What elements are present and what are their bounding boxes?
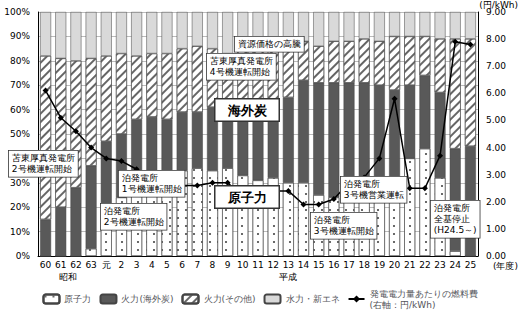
svg-text:16: 16 bbox=[328, 260, 340, 270]
svg-text:元: 元 bbox=[102, 260, 111, 270]
svg-text:8: 8 bbox=[210, 260, 216, 270]
svg-text:63: 63 bbox=[85, 260, 96, 270]
svg-text:泊発電所: 泊発電所 bbox=[122, 173, 158, 183]
svg-text:火力(海外炭): 火力(海外炭) bbox=[121, 294, 173, 304]
svg-text:9: 9 bbox=[225, 260, 231, 270]
svg-text:水力・新エネ: 水力・新エネ bbox=[286, 294, 340, 304]
svg-text:21: 21 bbox=[404, 260, 415, 270]
svg-text:23: 23 bbox=[434, 260, 445, 270]
svg-text:17: 17 bbox=[343, 260, 354, 270]
svg-text:0%: 0% bbox=[16, 251, 31, 261]
svg-text:20%: 20% bbox=[10, 202, 30, 212]
svg-text:泊発電所: 泊発電所 bbox=[104, 206, 140, 216]
svg-text:10%: 10% bbox=[10, 227, 30, 237]
svg-text:70%: 70% bbox=[10, 80, 30, 90]
svg-text:7.00: 7.00 bbox=[486, 61, 506, 71]
svg-text:5: 5 bbox=[164, 260, 170, 270]
svg-text:11: 11 bbox=[252, 260, 263, 270]
svg-text:30%: 30% bbox=[10, 178, 30, 188]
svg-text:泊発電所: 泊発電所 bbox=[314, 215, 350, 225]
svg-text:泊発電所: 泊発電所 bbox=[344, 179, 380, 189]
svg-text:(H24.5～): (H24.5～) bbox=[434, 225, 477, 235]
svg-text:発電電力量あたりの燃料費: 発電電力量あたりの燃料費 bbox=[370, 289, 478, 299]
svg-text:火力(その他): 火力(その他) bbox=[204, 294, 256, 304]
svg-text:15: 15 bbox=[313, 260, 324, 270]
svg-text:海外炭: 海外炭 bbox=[227, 103, 268, 118]
svg-text:25: 25 bbox=[465, 260, 476, 270]
svg-text:(年度): (年度) bbox=[493, 261, 518, 271]
svg-text:90%: 90% bbox=[10, 31, 30, 41]
svg-text:4.00: 4.00 bbox=[486, 143, 506, 153]
svg-text:1.00: 1.00 bbox=[486, 224, 506, 234]
svg-text:昭和: 昭和 bbox=[59, 272, 77, 282]
svg-text:1号機運転開始: 1号機運転開始 bbox=[122, 184, 182, 194]
svg-text:原子力: 原子力 bbox=[64, 294, 91, 304]
svg-text:61: 61 bbox=[55, 260, 66, 270]
svg-text:3号機営業運転: 3号機営業運転 bbox=[344, 190, 404, 200]
svg-text:苫東厚真発電所: 苫東厚真発電所 bbox=[210, 56, 273, 66]
svg-text:50%: 50% bbox=[10, 129, 30, 139]
svg-text:(右軸：円/kWh): (右軸：円/kWh) bbox=[370, 300, 436, 310]
svg-text:19: 19 bbox=[374, 260, 386, 270]
svg-text:80%: 80% bbox=[10, 56, 30, 66]
svg-text:4: 4 bbox=[149, 260, 155, 270]
svg-text:7: 7 bbox=[194, 260, 200, 270]
svg-text:24: 24 bbox=[450, 260, 462, 270]
svg-text:平成: 平成 bbox=[279, 272, 297, 282]
svg-text:62: 62 bbox=[70, 260, 81, 270]
svg-text:全基停止: 全基停止 bbox=[434, 214, 470, 224]
svg-text:100%: 100% bbox=[4, 7, 30, 17]
svg-text:2号機運転開始: 2号機運転開始 bbox=[104, 217, 164, 227]
svg-text:4号機運転開始: 4号機運転開始 bbox=[210, 67, 270, 77]
svg-text:3.00: 3.00 bbox=[486, 170, 506, 180]
svg-text:14: 14 bbox=[298, 260, 310, 270]
svg-text:3: 3 bbox=[134, 260, 140, 270]
svg-text:2号機運転開始: 2号機運転開始 bbox=[12, 164, 72, 174]
svg-text:2.00: 2.00 bbox=[486, 197, 506, 207]
svg-text:6.00: 6.00 bbox=[486, 88, 506, 98]
svg-text:22: 22 bbox=[419, 260, 430, 270]
svg-text:苫東厚真発電所: 苫東厚真発電所 bbox=[12, 153, 75, 163]
svg-text:10: 10 bbox=[237, 260, 249, 270]
svg-text:6: 6 bbox=[179, 260, 185, 270]
svg-text:13: 13 bbox=[283, 260, 294, 270]
svg-text:60%: 60% bbox=[10, 105, 30, 115]
svg-text:20: 20 bbox=[389, 260, 401, 270]
svg-text:60: 60 bbox=[40, 260, 52, 270]
svg-text:18: 18 bbox=[358, 260, 370, 270]
svg-text:2: 2 bbox=[119, 260, 125, 270]
svg-text:資源価格の高騰: 資源価格の高騰 bbox=[238, 39, 301, 49]
svg-text:3号機運転開始: 3号機運転開始 bbox=[314, 226, 374, 236]
svg-text:原子力: 原子力 bbox=[227, 190, 267, 205]
svg-text:泊発電所: 泊発電所 bbox=[434, 203, 470, 213]
svg-text:5.00: 5.00 bbox=[486, 115, 506, 125]
svg-text:9.00: 9.00 bbox=[486, 7, 506, 17]
svg-text:0.00: 0.00 bbox=[486, 251, 506, 261]
svg-text:8.00: 8.00 bbox=[486, 34, 506, 44]
svg-text:12: 12 bbox=[267, 260, 278, 270]
